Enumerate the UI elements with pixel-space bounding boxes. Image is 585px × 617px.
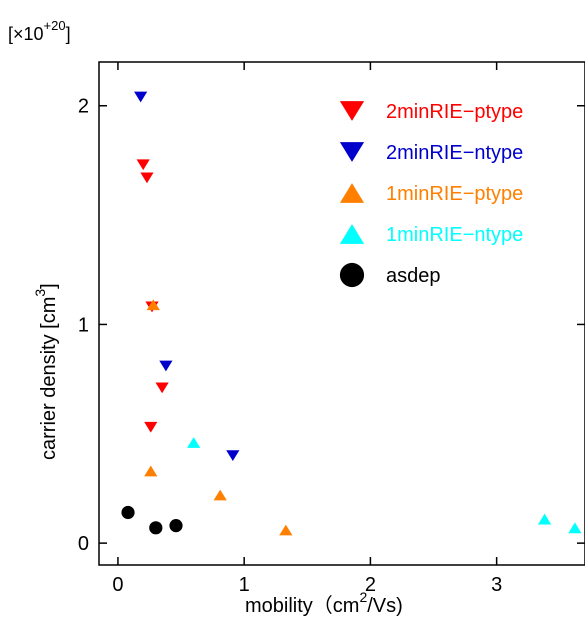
data-point [144, 421, 158, 433]
data-point [169, 519, 183, 533]
data-point [538, 513, 552, 525]
data-point [146, 299, 160, 311]
data-point [140, 172, 154, 184]
legend-marker [339, 262, 365, 288]
x-tick-label: 3 [491, 574, 502, 596]
data-point [155, 382, 169, 394]
data-point [134, 91, 148, 103]
legend-marker [339, 142, 365, 162]
data-point [213, 489, 227, 501]
legend-label: asdep [386, 265, 441, 287]
data-point [568, 522, 582, 534]
data-point [226, 450, 240, 462]
x-axis-title: mobility（cm2/Vs) [245, 589, 403, 617]
x-tick-label: 2 [365, 574, 376, 596]
y-tick-label: 1 [78, 314, 89, 336]
axis-ticks: 0 1 2 3 0 1 2 [78, 62, 585, 596]
scale-exponent: +20 [44, 18, 66, 33]
legend-label: 1minRIE−ntype [386, 224, 523, 246]
x-tick-label: 0 [112, 574, 123, 596]
y-tick-label: 0 [78, 533, 89, 555]
y-tick-label: 2 [78, 96, 89, 118]
data-point [149, 521, 163, 535]
legend-marker [339, 101, 365, 121]
scale-suffix: ] [66, 24, 71, 44]
legend-marker [339, 224, 365, 244]
legend-marker [339, 183, 365, 203]
data-point [279, 524, 293, 536]
data-point [159, 360, 173, 372]
legend-label: 2minRIE−ntype [386, 142, 523, 164]
data-point [136, 159, 150, 171]
data-points [121, 91, 582, 536]
data-point [187, 437, 201, 448]
y-axis-title: carrier density [cm3] [32, 283, 60, 460]
legend: 2minRIE−ptype 2minRIE−ntype 1minRIE−ptype 1… [339, 101, 523, 288]
plot-frame [98, 61, 585, 566]
legend-label: 1minRIE−ptype [386, 183, 523, 205]
x-tick-label: 1 [239, 574, 250, 596]
scale-prefix: [×10 [8, 24, 44, 44]
y-scale-factor: [×10+20] [8, 18, 71, 44]
legend-label: 2minRIE−ptype [386, 101, 523, 123]
data-point [121, 505, 135, 520]
data-point [144, 465, 158, 477]
